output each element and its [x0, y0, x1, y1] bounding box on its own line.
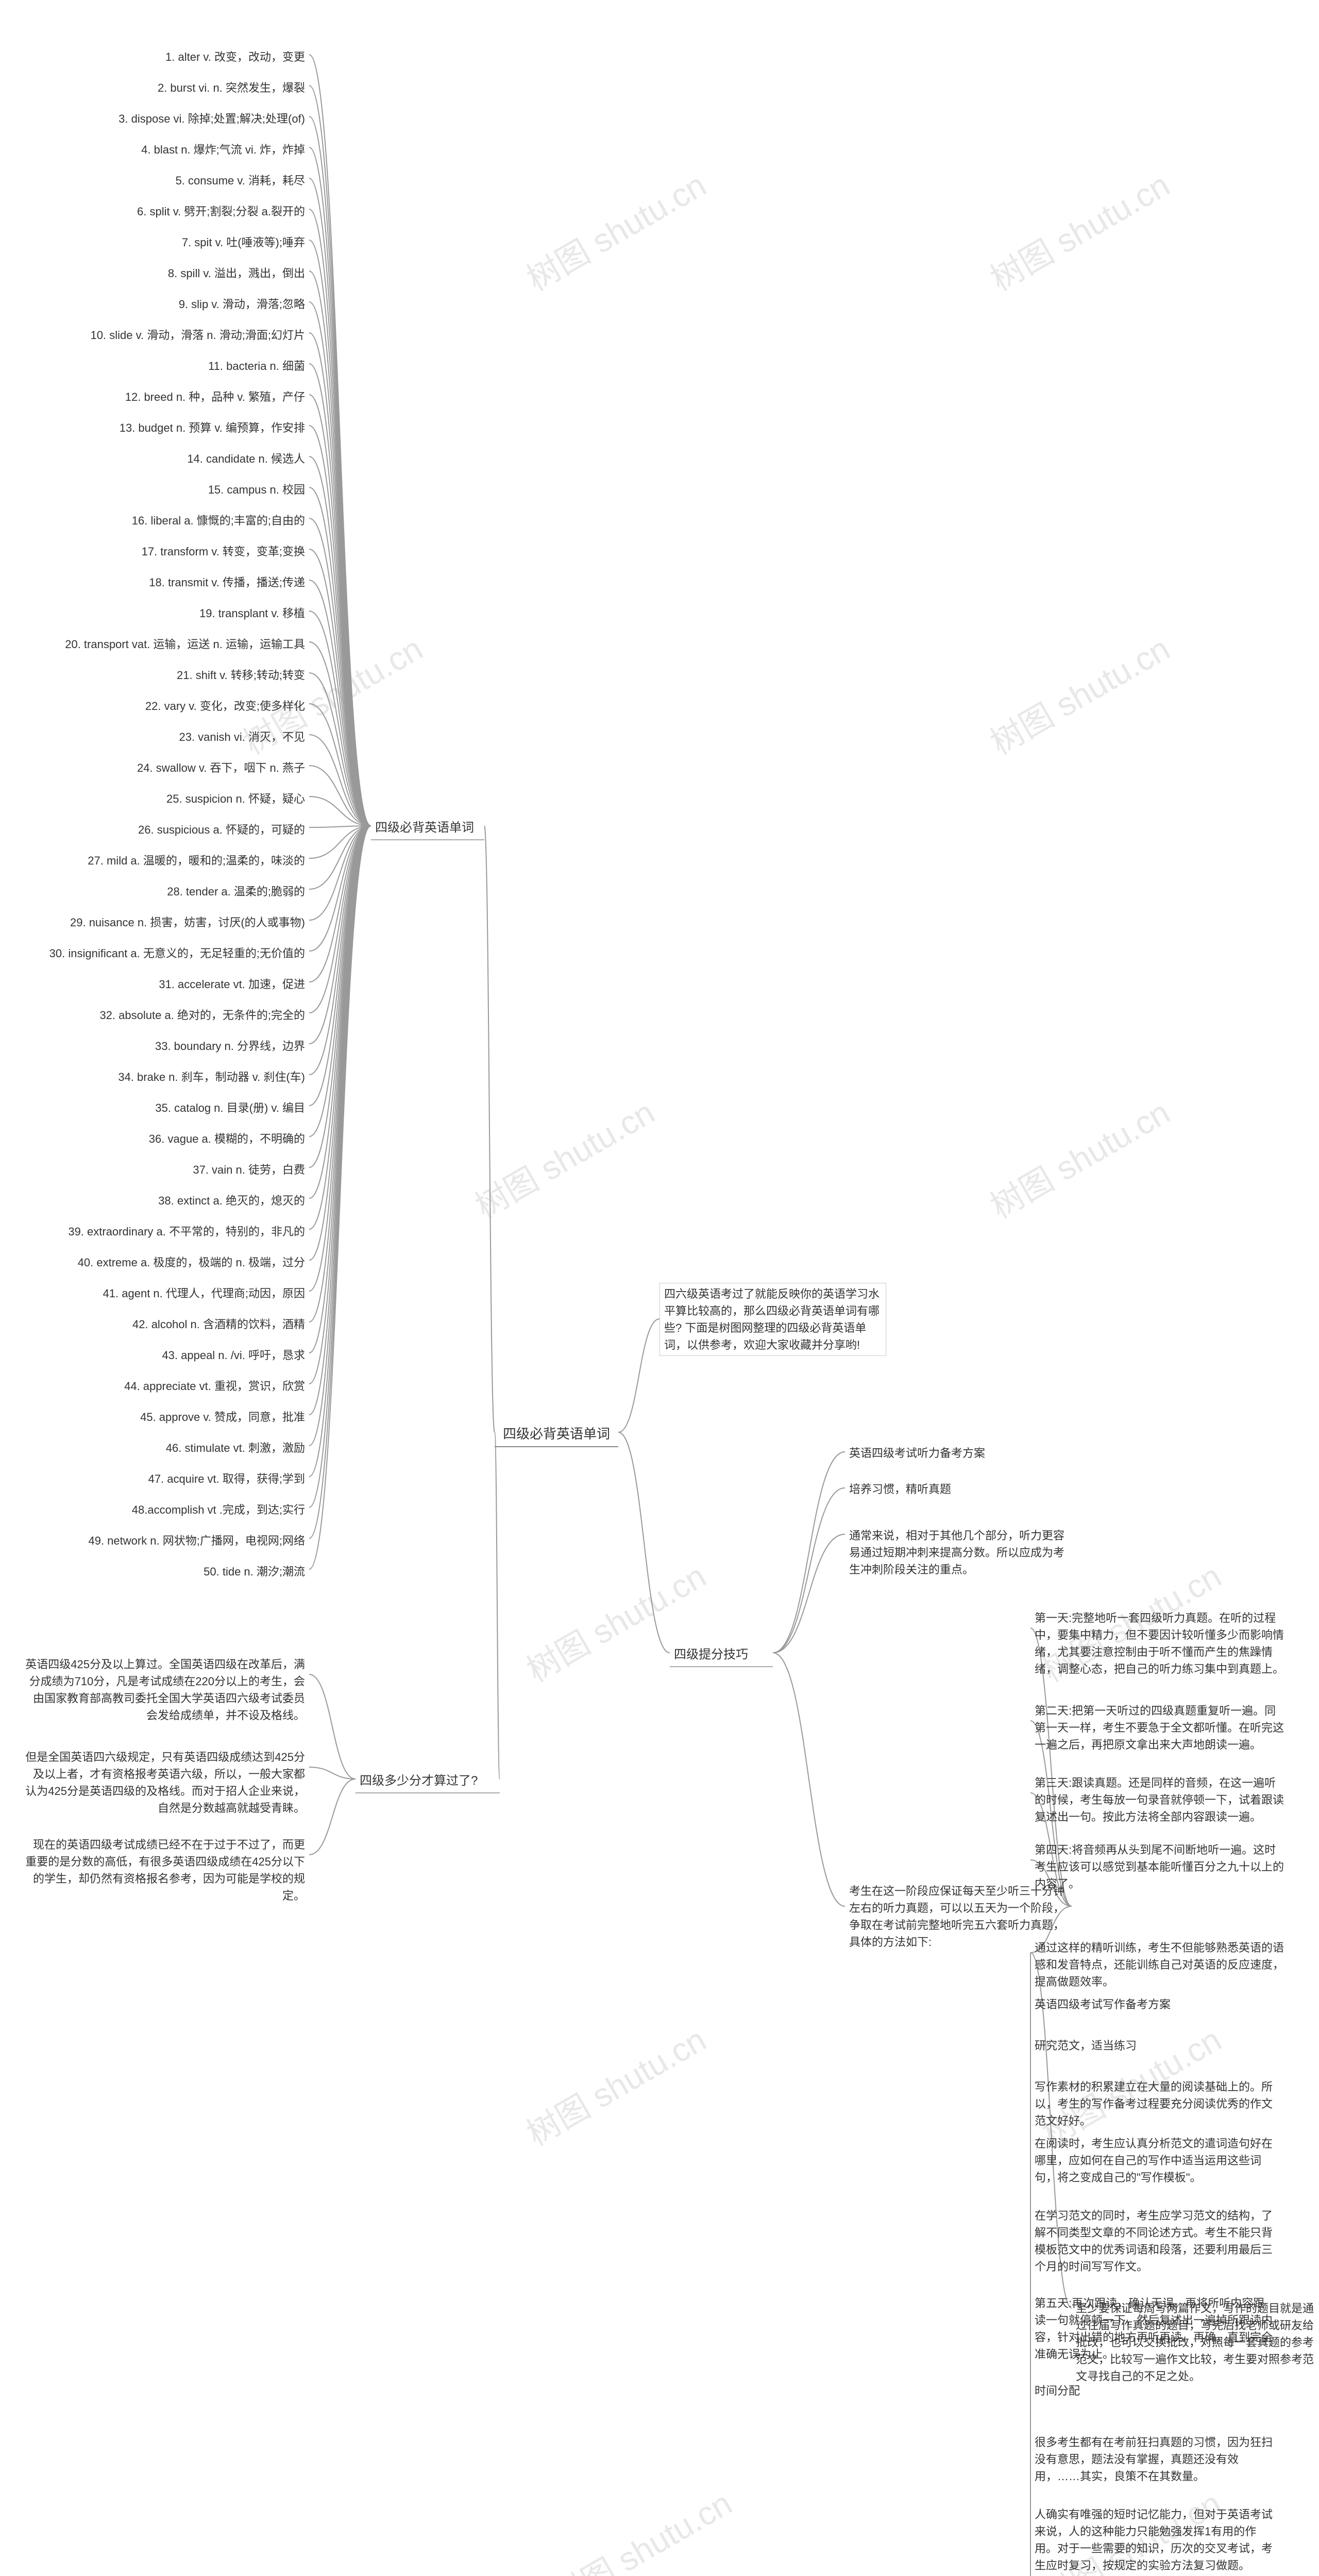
vocab-item-37: 37. vain n. 徒劳，白费	[21, 1159, 309, 1180]
vocab-item-50: 50. tide n. 潮汐;潮流	[21, 1561, 309, 1582]
writing-item-6: 至少要保证每周写两篇作文，写作的题目就是通过往届写作真题的题目，写完后找老师或研…	[1072, 2298, 1319, 2387]
vocab-item-8: 8. spill v. 溢出，溅出，倒出	[21, 263, 309, 284]
vocab-branch-label: 四级必背英语单词	[371, 817, 484, 840]
vocab-item-14: 14. candidate n. 候选人	[21, 448, 309, 469]
vocab-item-44: 44. appreciate vt. 重视，赏识，欣赏	[21, 1376, 309, 1397]
vocab-item-31: 31. accelerate vt. 加速，促进	[21, 974, 309, 995]
vocab-item-33: 33. boundary n. 分界线，边界	[21, 1036, 309, 1057]
vocab-item-16: 16. liberal a. 慷慨的;丰富的;自由的	[21, 510, 309, 531]
vocab-item-5: 5. consume v. 消耗，耗尽	[21, 170, 309, 191]
listening-item-0: 英语四级考试听力备考方案	[845, 1443, 1020, 1464]
vocab-item-48: 48.accomplish vt .完成，到达;实行	[21, 1499, 309, 1520]
vocab-item-12: 12. breed n. 种，品种 v. 繁殖，产仔	[21, 386, 309, 408]
pass-branch-label: 四级多少分才算过了?	[356, 1770, 500, 1793]
day-item-1: 第二天:把第一天听过的四级真题重复听一遍。同第一天一样，考生不要急于全文都听懂。…	[1030, 1700, 1288, 1755]
vocab-item-38: 38. extinct a. 绝灭的，熄灭的	[21, 1190, 309, 1211]
vocab-item-39: 39. extraordinary a. 不平常的，特别的，非凡的	[21, 1221, 309, 1242]
writing-item-4: 在学习范文的同时，考生应学习范文的结构，了解不同类型文章的不同论述方式。考生不能…	[1030, 2205, 1278, 2277]
vocab-item-1: 1. alter v. 改变，改动，变更	[21, 46, 309, 67]
vocab-item-17: 17. transform v. 转变，变革;变换	[21, 541, 309, 562]
writing-item-7: 时间分配	[1030, 2380, 1185, 2401]
vocab-item-15: 15. campus n. 校园	[21, 479, 309, 500]
listening-item-2: 通常来说，相对于其他几个部分，听力更容易通过短期冲刺来提高分数。所以应成为考生冲…	[845, 1525, 1072, 1580]
day-item-2: 第三天:跟读真题。还是同样的音频，在这一遍听的时候，考生每放一句录音就停顿一下，…	[1030, 1772, 1288, 1827]
writing-item-1: 研究范文，适当练习	[1030, 2035, 1185, 2056]
vocab-item-35: 35. catalog n. 目录(册) v. 编目	[21, 1097, 309, 1118]
vocab-item-47: 47. acquire vt. 取得，获得;学到	[21, 1468, 309, 1489]
vocab-item-20: 20. transport vat. 运输，运送 n. 运输，运输工具	[21, 634, 309, 655]
vocab-item-30: 30. insignificant a. 无意义的，无足轻重的;无价值的	[21, 943, 309, 964]
intro-text: 四六级英语考过了就能反映你的英语学习水平算比较高的，那么四级必背英语单词有哪些?…	[660, 1283, 886, 1356]
vocab-item-19: 19. transplant v. 移植	[21, 603, 309, 624]
pass-item-1: 但是全国英语四六级规定，只有英语四级成绩达到425分及以上者，才有资格报考英语六…	[21, 1747, 309, 1819]
vocab-item-43: 43. appeal n. /vi. 呼吁，恳求	[21, 1345, 309, 1366]
pass-item-2: 现在的英语四级考试成绩已经不在于过于不过了，而更重要的是分数的高低，有很多英语四…	[21, 1834, 309, 1906]
vocab-item-23: 23. vanish vi. 消灭，不见	[21, 726, 309, 748]
vocab-item-29: 29. nuisance n. 损害，妨害，讨厌(的人或事物)	[21, 912, 309, 933]
vocab-item-11: 11. bacteria n. 细菌	[21, 355, 309, 377]
writing-item-9: 人确实有唯强的短时记忆能力，但对于英语考试来说，人的这种能力只能勉强发挥1有用的…	[1030, 2504, 1278, 2576]
vocab-item-41: 41. agent n. 代理人，代理商;动因，原因	[21, 1283, 309, 1304]
vocab-item-27: 27. mild a. 温暖的，暖和的;温柔的，味淡的	[21, 850, 309, 871]
vocab-item-46: 46. stimulate vt. 刺激，激励	[21, 1437, 309, 1459]
vocab-item-25: 25. suspicion n. 怀疑，疑心	[21, 788, 309, 809]
day-item-0: 第一天:完整地听一套四级听力真题。在听的过程中，要集中精力，但不要因计较听懂多少…	[1030, 1607, 1288, 1680]
root-node: 四级必背英语单词	[495, 1422, 618, 1447]
vocab-item-9: 9. slip v. 滑动，滑落;忽略	[21, 294, 309, 315]
vocab-item-6: 6. split v. 劈开;割裂;分裂 a.裂开的	[21, 201, 309, 222]
vocab-item-21: 21. shift v. 转移;转动;转变	[21, 665, 309, 686]
vocab-item-3: 3. dispose vi. 除掉;处置;解决;处理(of)	[21, 108, 309, 129]
vocab-item-10: 10. slide v. 滑动，滑落 n. 滑动;滑面;幻灯片	[21, 325, 309, 346]
writing-item-3: 在阅读时，考生应认真分析范文的遣词造句好在哪里，应如何在自己的写作中适当运用这些…	[1030, 2133, 1278, 2188]
day-item-3: 第四天:将音频再从头到尾不间断地听一遍。这时考生应该可以感觉到基本能听懂百分之九…	[1030, 1839, 1288, 1894]
vocab-item-24: 24. swallow v. 吞下，咽下 n. 燕子	[21, 757, 309, 778]
vocab-item-26: 26. suspicious a. 怀疑的，可疑的	[21, 819, 309, 840]
vocab-item-13: 13. budget n. 预算 v. 编预算，作安排	[21, 417, 309, 438]
vocab-item-34: 34. brake n. 刹车，制动器 v. 刹住(车)	[21, 1066, 309, 1088]
writing-item-8: 很多考生都有在考前狂扫真题的习惯，因为狂扫没有意思，题法没有掌握，真题还没有效用…	[1030, 2432, 1278, 2487]
vocab-item-7: 7. spit v. 吐(唾液等);唾弃	[21, 232, 309, 253]
vocab-item-18: 18. transmit v. 传播，播送;传递	[21, 572, 309, 593]
writing-item-2: 写作素材的积累建立在大量的阅读基础上的。所以，考生的写作备考过程要充分阅读优秀的…	[1030, 2076, 1278, 2131]
vocab-item-49: 49. network n. 网状物;广播网，电视网;网络	[21, 1530, 309, 1551]
vocab-item-22: 22. vary v. 变化，改变;使多样化	[21, 696, 309, 717]
writing-item-0: 英语四级考试写作备考方案	[1030, 1994, 1185, 2015]
writing-intro: 通过这样的精听训练，考生不但能够熟悉英语的语感和发音特点，还能训练自己对英语的反…	[1030, 1937, 1288, 1992]
vocab-item-2: 2. burst vi. n. 突然发生，爆裂	[21, 77, 309, 98]
vocab-item-40: 40. extreme a. 极度的，极端的 n. 极端，过分	[21, 1252, 309, 1273]
vocab-item-28: 28. tender a. 温柔的;脆弱的	[21, 881, 309, 902]
tips-branch-label: 四级提分技巧	[670, 1643, 773, 1667]
vocab-item-45: 45. approve v. 赞成，同意，批准	[21, 1406, 309, 1428]
vocab-item-32: 32. absolute a. 绝对的，无条件的;完全的	[21, 1005, 309, 1026]
listening-item-1: 培养习惯，精听真题	[845, 1479, 1020, 1500]
vocab-item-4: 4. blast n. 爆炸;气流 vi. 炸，炸掉	[21, 139, 309, 160]
vocab-item-36: 36. vague a. 模糊的，不明确的	[21, 1128, 309, 1149]
vocab-item-42: 42. alcohol n. 含酒精的饮料，酒精	[21, 1314, 309, 1335]
pass-item-0: 英语四级425分及以上算过。全国英语四级在改革后，满分成绩为710分，凡是考试成…	[21, 1654, 309, 1726]
